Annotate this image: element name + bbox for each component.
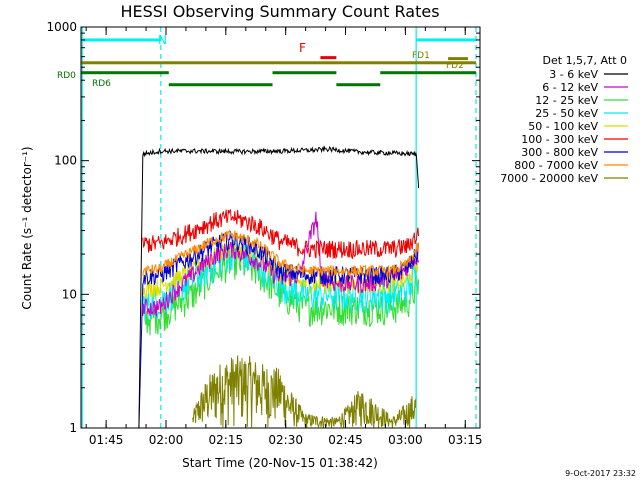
x-tick-label-1: 02:00: [149, 433, 184, 447]
state-bar-night-0: [81, 38, 161, 42]
axes-layer: 01:45 02:00 02:15 02:30 02:45 03:00 03:15 1 10 10…: [46, 20, 482, 447]
state-bar-fd1-fd2-0: [448, 57, 469, 61]
series-line-7000to20000keV: [192, 355, 417, 429]
state-bar-rear-decimation-6-0: [168, 83, 273, 87]
x-tick-label-2: 02:15: [209, 433, 244, 447]
annotation-FD2: FD2: [446, 61, 464, 71]
y-tick-label-2: 100: [54, 154, 77, 168]
state-bar-rear-decimation-0-0: [81, 71, 169, 75]
y-tick-label-0: 1: [69, 421, 77, 435]
footer-date: 9-Oct-2017 23:32: [565, 469, 636, 478]
legend-label-1: 6 - 12 keV: [542, 81, 598, 94]
state-bar-rear-decimation-0-2: [380, 71, 477, 75]
vertical-lines: [81, 27, 477, 428]
legend-label-8: 7000 - 20000 keV: [500, 172, 598, 185]
annotation-RD0: RD0: [57, 71, 76, 81]
legend-header: Det 1,5,7, Att 0: [543, 54, 627, 67]
annotation-FD1: FD1: [412, 51, 430, 61]
state-bars: [81, 38, 477, 87]
y-axis-label: Count Rate (s⁻¹ detector⁻¹): [20, 146, 34, 309]
state-bar-rear-decimation-0-1: [272, 71, 337, 75]
x-axis-label: Start Time (20-Nov-15 01:38:42): [182, 456, 378, 470]
legend-label-3: 25 - 50 keV: [535, 107, 598, 120]
x-tick-label-6: 03:15: [448, 433, 483, 447]
state-bar-flare-0: [320, 56, 337, 60]
state-bar-rear-decimation-6-1: [336, 83, 381, 87]
y-tick-label-3: 1000: [46, 20, 77, 34]
x-tick-label-3: 02:30: [268, 433, 303, 447]
series-layer: [138, 145, 420, 429]
series-line-800to7000keV: [142, 229, 420, 279]
legend-label-4: 50 - 100 keV: [528, 120, 598, 133]
series-line-100to300keV: [142, 208, 420, 260]
series-line-25to50keV: [142, 239, 419, 322]
legend-label-2: 12 - 25 keV: [535, 94, 598, 107]
y-tick-label-1: 10: [62, 287, 77, 301]
legend-label-5: 100 - 300 keV: [521, 133, 598, 146]
x-tick-label-0: 01:45: [89, 433, 124, 447]
state-bar-night-1: [416, 38, 477, 42]
annotation-F: F: [299, 41, 306, 55]
legend-label-7: 800 - 7000 keV: [514, 159, 598, 172]
annotation-N: N: [158, 33, 167, 47]
series-line-300to800keV: [138, 231, 420, 429]
x-tick-label-4: 02:45: [328, 433, 363, 447]
legend-label-0: 3 - 6 keV: [549, 68, 598, 81]
state-bar-fast-decimation-0: [81, 61, 477, 65]
annotation-RD6: RD6: [92, 79, 111, 89]
series-line-3to6keV: [138, 145, 420, 429]
legend-label-6: 300 - 800 keV: [521, 146, 598, 159]
chart-title: HESSI Observing Summary Count Rates: [120, 2, 439, 21]
x-tick-label-5: 03:00: [388, 433, 423, 447]
plot-frame: [80, 26, 481, 429]
